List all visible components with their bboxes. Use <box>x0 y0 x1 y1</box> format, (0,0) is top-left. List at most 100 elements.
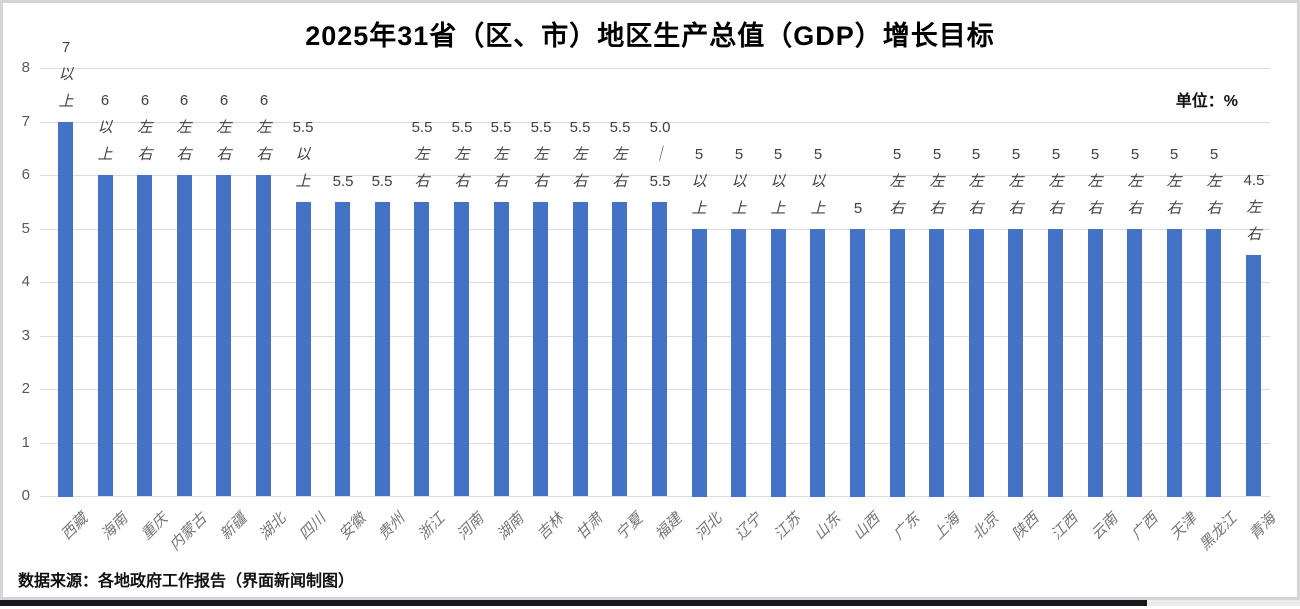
x-axis-category: 广西 <box>1126 509 1161 544</box>
x-axis-category: 海南 <box>97 509 132 544</box>
bar-value-label-line: 6 <box>140 92 150 109</box>
bar-上海 <box>929 229 944 497</box>
bar-江苏 <box>771 229 786 497</box>
bar-value-label-line: 左 <box>493 145 509 163</box>
bar-value-label-line: 左 <box>216 118 232 136</box>
bar-value-label-line: 右 <box>454 172 470 190</box>
bar-value-label: 5.5 左右 <box>511 114 571 195</box>
bar-value-label-line: 5 <box>892 146 902 163</box>
bar-value-label-line: 右 <box>1166 199 1182 217</box>
x-axis-category: 山东 <box>810 509 845 544</box>
bar-value-label-line: 5.5 <box>332 173 354 190</box>
bar-重庆 <box>137 175 152 496</box>
bar-value-label-line: 5.5 <box>371 173 393 190</box>
bar-value-label: 5 左右 <box>946 141 1006 222</box>
bar-value-label-line: 左 <box>1246 198 1262 216</box>
y-axis-tick: 5 <box>21 220 30 237</box>
bar-value-label-line: 左 <box>414 145 430 163</box>
bar-value-label-line: 左 <box>572 145 588 163</box>
bar-广西 <box>1127 229 1142 497</box>
bar-value-label: 5 左右 <box>986 141 1046 222</box>
bar-value-label-line: 右 <box>414 172 430 190</box>
bar-value-label: 5.5 左右 <box>392 114 452 195</box>
bar-黑龙江 <box>1206 229 1221 497</box>
bar-value-label-line: 5 <box>1011 146 1021 163</box>
bar-value-label-line: 以 <box>731 172 747 190</box>
x-axis-category: 青海 <box>1245 509 1280 544</box>
gridline <box>40 175 1270 176</box>
x-axis-category: 宁夏 <box>612 509 647 544</box>
bar-value-label-line: 右 <box>929 199 945 217</box>
x-axis-category: 北京 <box>968 509 1003 544</box>
bar-山东 <box>810 229 825 497</box>
bar-value-label: 5 以上 <box>748 141 808 222</box>
bar-value-label: 6 左右 <box>234 87 294 168</box>
bar-value-label-line: 7 <box>61 39 71 56</box>
bar-value-label: 5.5 左右 <box>550 114 610 195</box>
gridline <box>40 68 1270 69</box>
bar-河南 <box>454 202 469 496</box>
bar-value-label-line: 以 <box>58 65 74 83</box>
bar-value-label-line: 左 <box>176 118 192 136</box>
bar-value-label-line: 5.5 <box>649 173 671 190</box>
x-axis-category: 上海 <box>928 509 963 544</box>
bar-value-label-line: 右 <box>1087 199 1103 217</box>
source-note: 数据来源：各地政府工作报告（界面新闻制图） <box>18 573 355 590</box>
bar-value-label-line: 6 <box>100 92 110 109</box>
bar-value-label-line: 右 <box>889 199 905 217</box>
y-axis-tick: 7 <box>21 113 30 130</box>
bar-value-label-line: 5.5 <box>569 119 591 136</box>
bar-value-label: 5.5 左右 <box>471 114 531 195</box>
bar-value-label-line: 5.5 <box>490 119 512 136</box>
bar-value-label: 5 左右 <box>907 141 967 222</box>
bar-value-label-line: 5 <box>694 146 704 163</box>
bottom-strip-right <box>1147 600 1300 606</box>
bar-value-label: 5 左右 <box>1144 141 1204 222</box>
bar-吉林 <box>533 202 548 496</box>
x-axis-category: 云南 <box>1087 509 1122 544</box>
bar-value-label: 5 左右 <box>1065 141 1125 222</box>
bar-value-label-line: 右 <box>612 172 628 190</box>
bar-value-label: 6 以上 <box>75 87 135 168</box>
bar-value-label-line: 上 <box>731 199 747 217</box>
bar-value-label-line: 右 <box>1048 199 1064 217</box>
bar-value-label-line: 右 <box>1127 199 1143 217</box>
bar-value-label-line: 左 <box>1008 172 1024 190</box>
bar-value-label-line: 4.5 <box>1243 172 1265 189</box>
bar-value-label: 5 <box>828 195 888 222</box>
bar-四川 <box>296 202 311 496</box>
x-axis-category: 湖北 <box>255 509 290 544</box>
x-axis-category: 山西 <box>849 509 884 544</box>
bar-value-label-line: 右 <box>533 172 549 190</box>
x-axis-category: 新疆 <box>216 509 251 544</box>
bar-value-label-line: 以 <box>691 172 707 190</box>
gridline <box>40 122 1270 123</box>
bar-福建 <box>652 202 667 496</box>
bar-value-label-line: 右 <box>1246 225 1262 243</box>
x-axis-category: 陕西 <box>1008 509 1043 544</box>
bar-北京 <box>969 229 984 497</box>
bar-value-label: 5 左右 <box>1105 141 1165 222</box>
bar-value-label-line: 上 <box>691 199 707 217</box>
bar-value-label: 5 以上 <box>669 141 729 222</box>
bar-value-label: 5 左右 <box>867 141 927 222</box>
bar-安徽 <box>335 202 350 496</box>
x-axis-category: 四川 <box>295 509 330 544</box>
bar-内蒙古 <box>177 175 192 496</box>
bar-value-label: 5.5 左右 <box>590 114 650 195</box>
x-axis-category: 辽宁 <box>730 509 765 544</box>
bar-广东 <box>890 229 905 497</box>
bar-辽宁 <box>731 229 746 497</box>
bar-value-label-line: 5 <box>971 146 981 163</box>
bar-value-label-line: 6 <box>259 92 269 109</box>
y-axis-tick: 0 <box>21 487 30 504</box>
bar-value-label: 5 以上 <box>709 141 769 222</box>
bar-value-label-line: ｜ <box>652 145 668 163</box>
bar-value-label-line: 上 <box>58 92 74 110</box>
bar-value-label-line: 5 <box>1169 146 1179 163</box>
x-axis-category: 西藏 <box>57 509 92 544</box>
bar-value-label: 5.0 ｜ 5.5 <box>630 114 690 195</box>
bar-西藏 <box>58 122 73 497</box>
bar-value-label-line: 以 <box>810 172 826 190</box>
x-axis-category: 河南 <box>453 509 488 544</box>
